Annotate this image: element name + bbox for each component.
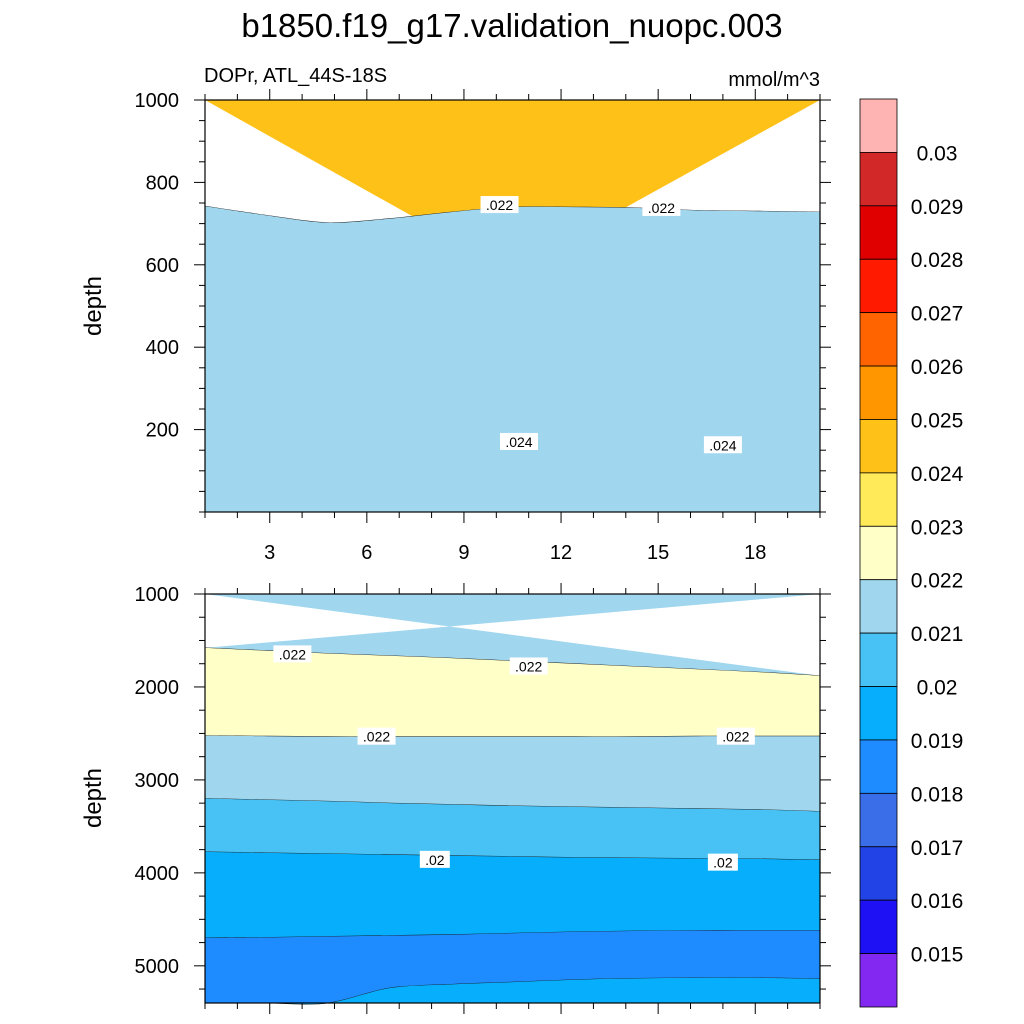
colorbar-swatch — [859, 686, 898, 741]
colorbar-swatch — [859, 953, 898, 1008]
x-tick-label: 15 — [647, 542, 669, 564]
colorbar-label: 0.019 — [911, 730, 964, 753]
contour-band — [205, 647, 820, 737]
colorbar-label: 0.016 — [911, 890, 964, 913]
colorbar-swatch — [859, 205, 898, 260]
x-tick-label: 18 — [744, 542, 766, 564]
y-tick-label: 800 — [146, 172, 179, 194]
contour-label: .022 — [648, 200, 675, 216]
contour-label-bg — [509, 657, 548, 675]
y-tick-label: 2000 — [135, 677, 180, 699]
contour-label-bg — [707, 853, 738, 871]
contour-band — [205, 206, 820, 513]
colorbar: 0.03 0.029 0.028 0.027 0.026 0.025 0.024 0.023 0… — [859, 98, 964, 1008]
colorbar-swatch — [859, 98, 898, 153]
contour-band — [205, 977, 820, 1005]
contour-label: .022 — [515, 659, 542, 675]
colorbar-label: 0.021 — [911, 623, 964, 646]
colorbar-label: 0.018 — [911, 783, 964, 806]
colorbar-swatch — [859, 312, 898, 367]
contour-label-bg — [703, 436, 742, 454]
colorbar-swatch — [859, 579, 898, 634]
chart-title: b1850.f19_g17.validation_nuopc.003 — [241, 7, 782, 44]
y-tick-label: 400 — [146, 337, 179, 359]
colorbar-swatch — [859, 739, 898, 794]
colorbar-swatch — [859, 792, 898, 848]
contour-band — [205, 735, 820, 812]
colorbar-label: 0.02 — [917, 677, 958, 700]
contour-label-bg — [419, 850, 450, 868]
x-tick-label: 6 — [361, 542, 372, 564]
x-tick-label: 9 — [458, 542, 469, 564]
contour-band — [205, 594, 820, 676]
contour-label-bg — [480, 196, 519, 214]
colorbar-swatch — [859, 258, 898, 314]
plot-frame — [204, 593, 821, 1004]
y-tick-label: 3000 — [135, 770, 180, 792]
y-tick-label: 5000 — [135, 956, 180, 978]
colorbar-label: 0.026 — [911, 356, 964, 379]
colorbar-label: 0.024 — [911, 463, 964, 486]
contour-label: .02 — [425, 852, 445, 868]
y-axis-label: depth — [80, 276, 107, 336]
y-tick-label: 1000 — [135, 90, 180, 112]
colorbar-label: 0.029 — [911, 196, 964, 219]
colorbar-label: 0.028 — [911, 249, 964, 272]
colorbar-label: 0.022 — [911, 570, 964, 593]
contour-label: .024 — [709, 437, 736, 453]
y-tick-label: 4000 — [135, 863, 180, 885]
variable-label: DOPr, ATL_44S-18S — [204, 65, 387, 87]
contour-label: .022 — [279, 646, 306, 662]
contour-band — [205, 798, 820, 860]
upper-panel: 200 400 600 800 1000 3 6 9 12 15 18 depth .024 .024 .0… — [80, 89, 831, 564]
y-tick-label: 200 — [146, 420, 179, 442]
colorbar-swatch — [859, 472, 898, 527]
colorbar-swatch — [859, 152, 898, 207]
contour-band — [205, 851, 820, 938]
y-tick-label: 1000 — [135, 584, 180, 606]
colorbar-swatch — [859, 419, 898, 474]
y-tick-label: 600 — [146, 255, 179, 277]
contour-label-bg — [273, 645, 312, 663]
lower-panel: 1000 2000 3000 4000 5000 depth .022 .022 .022 .02… — [80, 583, 831, 1014]
contour-label: .02 — [713, 855, 733, 871]
colorbar-swatch — [859, 525, 898, 581]
colorbar-swatch — [859, 365, 898, 420]
units-label: mmol/m^3 — [728, 69, 820, 91]
y-axis-label: depth — [80, 768, 107, 828]
colorbar-label: 0.015 — [911, 944, 964, 967]
contour-label: .022 — [722, 729, 749, 745]
contour-label: .022 — [363, 729, 390, 745]
contour-label-bg — [357, 727, 396, 745]
contour-label-bg — [499, 432, 538, 450]
colorbar-label: 0.023 — [911, 516, 964, 539]
contour-label-bg — [716, 727, 755, 745]
colorbar-swatch — [859, 846, 898, 901]
contour-band — [205, 930, 820, 1005]
colorbar-label: 0.017 — [911, 837, 964, 860]
contour-label: .022 — [486, 197, 513, 213]
colorbar-swatch — [859, 632, 898, 687]
contour-label: .024 — [505, 434, 532, 450]
contour-label-bg — [642, 198, 681, 216]
colorbar-label: 0.03 — [917, 142, 958, 165]
colorbar-swatch — [859, 899, 898, 954]
x-tick-label: 3 — [264, 542, 275, 564]
x-tick-label: 12 — [550, 542, 572, 564]
colorbar-label: 0.027 — [911, 303, 964, 326]
colorbar-label: 0.025 — [911, 409, 964, 432]
